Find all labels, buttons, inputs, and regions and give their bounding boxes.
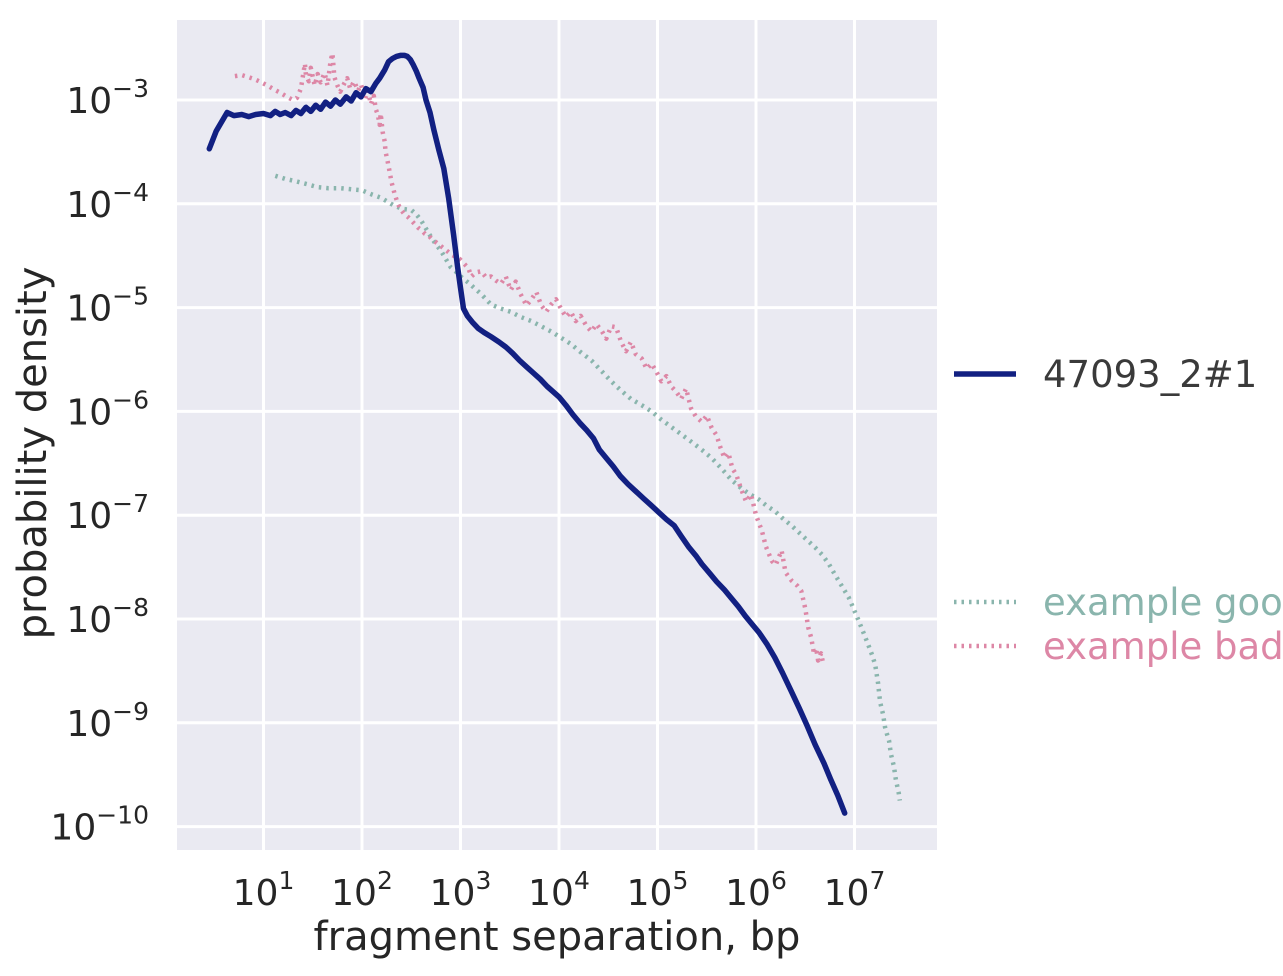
x-tick-label-1e3: 103 [430, 866, 492, 914]
legend-entry-sample: 47093_2#1 [952, 352, 1257, 396]
legend-line-dotted-bad-icon [954, 643, 1016, 649]
x-tick-label-1e6: 106 [725, 866, 787, 914]
x-tick-label-1e5: 105 [627, 866, 689, 914]
y-tick-label-1e-7: 10−7 [66, 489, 149, 537]
x-axis-label: fragment separation, bp [313, 914, 801, 960]
legend-label-example-bad: example bad [1043, 624, 1283, 668]
y-tick-label-1e-10: 10−10 [50, 801, 149, 849]
y-tick-label-1e-4: 10−4 [66, 178, 149, 226]
legend-entry-example-good: example good [952, 580, 1283, 624]
x-tick-label-1e1: 101 [233, 866, 295, 914]
legend-line-dotted-good-icon [954, 599, 1016, 605]
y-tick-label-1e-9: 10−9 [66, 697, 149, 745]
y-tick-label-1e-5: 10−5 [66, 282, 149, 330]
x-tick-label-1e7: 107 [824, 866, 886, 914]
series-line-example-bad [234, 51, 826, 664]
series-line-47093-2-1 [206, 52, 848, 816]
y-tick-label-1e-3: 10−3 [66, 74, 149, 122]
y-tick-label-1e-6: 10−6 [66, 385, 149, 433]
x-tick-label-1e4: 104 [528, 866, 590, 914]
gridlines [177, 20, 937, 850]
legend-label-sample: 47093_2#1 [1043, 352, 1258, 396]
legend-label-example-good: example good [1043, 580, 1283, 624]
series-line-example-good [274, 173, 903, 801]
legend-line-solid-icon [954, 371, 1016, 377]
legend-entry-example-bad: example bad [952, 624, 1283, 668]
y-tick-label-1e-8: 10−8 [66, 593, 149, 641]
y-axis-label: probability density [10, 266, 56, 640]
plot-area [177, 20, 937, 850]
x-tick-label-1e2: 102 [331, 866, 393, 914]
